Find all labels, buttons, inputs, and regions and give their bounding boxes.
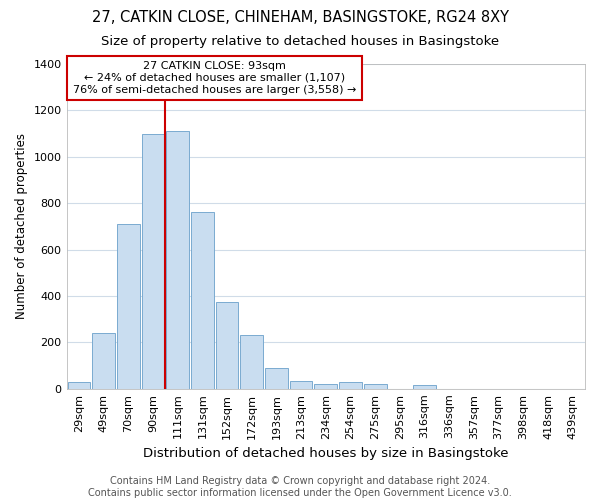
Bar (92, 333, 115, 389)
X-axis label: Distribution of detached houses by size in Basingstoke: Distribution of detached houses by size … (143, 447, 509, 460)
Bar (117, 224, 140, 389)
Bar (339, 382, 362, 389)
Bar (241, 336, 263, 389)
Bar (290, 380, 313, 389)
Bar (265, 368, 288, 389)
Text: 27 CATKIN CLOSE: 93sqm
← 24% of detached houses are smaller (1,107)
76% of semi-: 27 CATKIN CLOSE: 93sqm ← 24% of detached… (73, 62, 356, 94)
Text: Size of property relative to detached houses in Basingstoke: Size of property relative to detached ho… (101, 35, 499, 48)
Text: 27, CATKIN CLOSE, CHINEHAM, BASINGSTOKE, RG24 8XY: 27, CATKIN CLOSE, CHINEHAM, BASINGSTOKE,… (91, 10, 509, 25)
Bar (191, 212, 214, 389)
Bar (68, 382, 90, 389)
Bar (364, 384, 386, 389)
Bar (166, 132, 189, 389)
Bar (314, 384, 337, 389)
Bar (215, 302, 238, 389)
Text: Contains HM Land Registry data © Crown copyright and database right 2024.
Contai: Contains HM Land Registry data © Crown c… (88, 476, 512, 498)
Y-axis label: Number of detached properties: Number of detached properties (15, 134, 28, 320)
Bar (413, 386, 436, 389)
Bar (142, 134, 164, 389)
